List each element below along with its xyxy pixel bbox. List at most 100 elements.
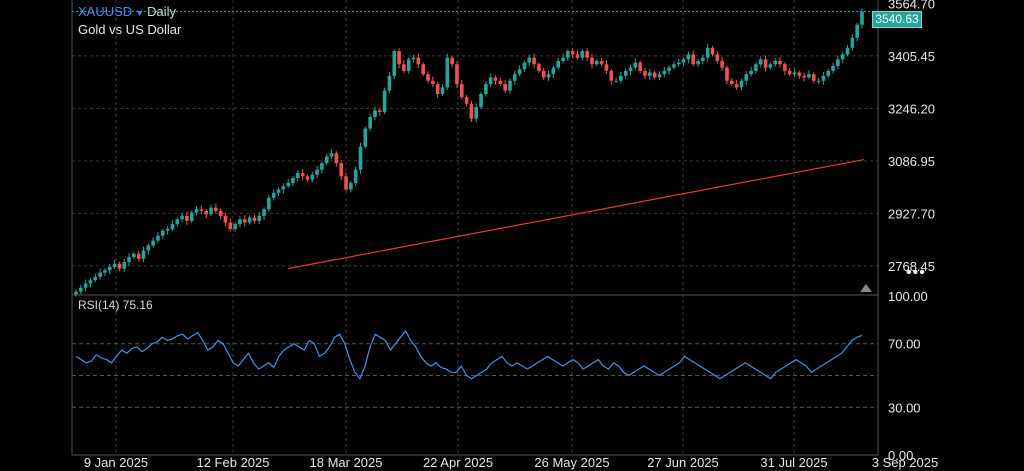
candle-body — [402, 64, 406, 71]
candle-body — [209, 207, 213, 215]
candle-body — [223, 215, 228, 223]
candle-body — [585, 51, 589, 58]
candle-body — [122, 262, 127, 269]
candle-body — [431, 80, 435, 85]
candle-body — [845, 47, 850, 55]
candle-body — [93, 276, 98, 281]
candle-body — [291, 177, 295, 183]
candle-body — [493, 77, 498, 81]
candle-body — [855, 24, 859, 38]
candle-body — [831, 65, 835, 71]
price-axis-label: 2768.45 — [888, 259, 935, 274]
candle-body — [358, 146, 363, 170]
candle-body — [758, 59, 763, 65]
candle-body — [214, 207, 218, 211]
rsi-axis-label: 70.00 — [888, 337, 921, 352]
candle-body — [469, 103, 474, 119]
candle-body — [811, 74, 816, 81]
candle-body — [175, 219, 180, 225]
candle-body — [156, 235, 160, 241]
candle-body — [459, 84, 464, 98]
candle-body — [633, 62, 638, 68]
candle-body — [440, 87, 445, 94]
candle-body — [160, 230, 165, 236]
candle-body — [522, 62, 527, 70]
candle-body — [276, 189, 281, 193]
candle-body — [840, 54, 845, 60]
x-axis-date-label: 12 Feb 2025 — [196, 455, 269, 470]
candle-body — [614, 80, 618, 82]
candle-body — [74, 291, 78, 295]
candle-body — [267, 197, 271, 210]
rsi-axis-label: 30.00 — [888, 400, 921, 415]
candle-body — [349, 182, 353, 190]
candle-body — [681, 59, 686, 63]
candle-body — [744, 74, 749, 81]
candle-body — [305, 176, 310, 180]
price-axis-label: 3246.20 — [888, 101, 935, 116]
candle-body — [107, 266, 112, 271]
candle-body — [672, 64, 676, 68]
price-axis-label: 3564.70 — [888, 0, 935, 11]
candle-body — [199, 209, 204, 211]
candle-body — [464, 97, 469, 104]
candle-body — [242, 219, 247, 223]
candle-body — [185, 215, 189, 221]
candle-body — [527, 57, 532, 63]
candle-body — [754, 64, 758, 71]
price-axis-label: 3405.45 — [888, 49, 935, 64]
candle-body — [228, 222, 233, 230]
candle-body — [117, 263, 122, 269]
rsi-indicator-label: RSI(14) 75.16 — [78, 298, 153, 312]
candle-body — [247, 217, 252, 223]
candle-body — [363, 128, 368, 147]
candle-body — [426, 74, 430, 81]
candle-body — [132, 253, 136, 258]
candle-body — [580, 51, 585, 58]
candle-body — [725, 67, 729, 81]
candle-body — [281, 186, 286, 190]
x-axis-date-label: 9 Jan 2025 — [84, 455, 148, 470]
more-options-icon[interactable]: ••• — [906, 264, 926, 281]
candle-body — [517, 69, 522, 75]
candle-body — [479, 93, 483, 108]
candle-body — [730, 80, 734, 85]
candle-body — [566, 51, 570, 58]
candle-body — [701, 57, 705, 61]
candle-body — [300, 173, 305, 177]
candle-body — [821, 75, 826, 81]
candle-body — [455, 64, 459, 85]
candle-body — [136, 253, 141, 259]
candle-body — [484, 84, 488, 94]
candle-body — [382, 90, 387, 113]
candle-body — [599, 60, 604, 65]
candle-body — [807, 74, 811, 78]
candle-body — [676, 62, 681, 65]
candle-body — [787, 70, 792, 75]
moving-average-line — [287, 158, 865, 270]
candle-body — [816, 80, 821, 82]
symbol-dropdown-icon[interactable]: ▼ — [135, 8, 145, 18]
candle-body — [575, 54, 580, 58]
candle-body — [112, 263, 117, 267]
candle-body — [320, 163, 324, 170]
candle-body — [127, 257, 131, 263]
x-axis-date-label: 26 May 2025 — [534, 455, 609, 470]
candle-body — [329, 153, 334, 157]
candle-body — [532, 57, 536, 65]
candle-body — [103, 270, 107, 273]
candle-body — [836, 59, 840, 66]
x-axis-date-label: 27 Jun 2025 — [647, 455, 719, 470]
candle-body — [594, 60, 599, 65]
candle-body — [218, 210, 223, 216]
candle-body — [513, 74, 517, 81]
candle-body — [344, 176, 348, 190]
candle-body — [79, 287, 83, 292]
candle-body — [734, 84, 739, 88]
candle-body — [705, 47, 710, 58]
candle-body — [551, 67, 556, 75]
candle-body — [83, 283, 88, 288]
candle-body — [537, 64, 541, 71]
candle-body — [204, 210, 208, 215]
